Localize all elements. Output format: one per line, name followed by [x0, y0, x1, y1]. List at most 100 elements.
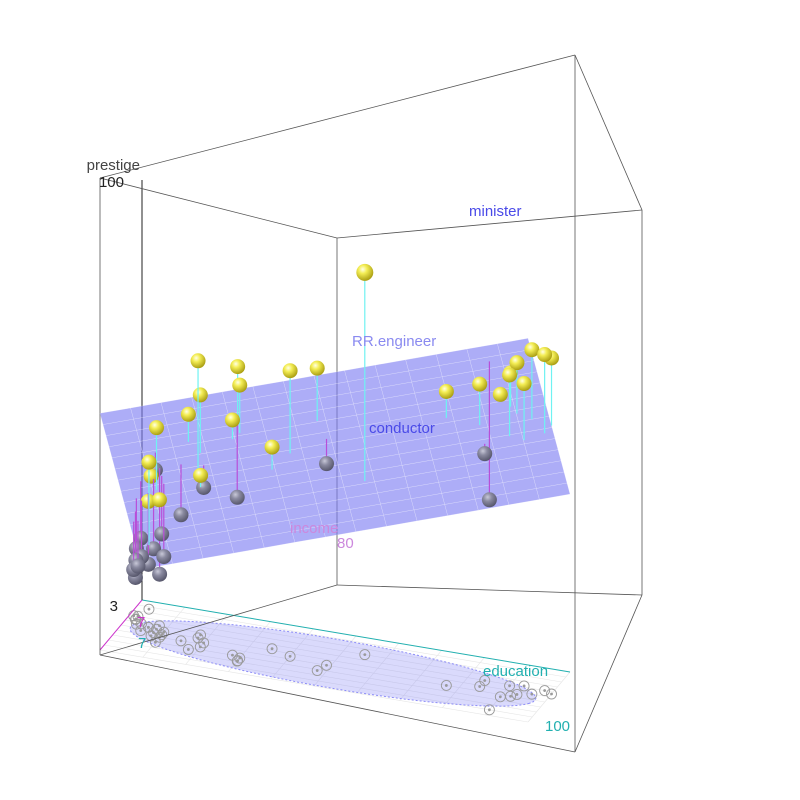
- point-shadow-dot: [315, 669, 319, 672]
- data-point: [130, 558, 146, 574]
- point-shadow-dot: [522, 684, 526, 688]
- point-shadow: [479, 675, 491, 686]
- floor-grid-line: [399, 650, 442, 701]
- point-shadow: [504, 680, 516, 692]
- point-shadow-dot: [530, 692, 534, 696]
- point-shadow-dot: [231, 653, 234, 657]
- point-shadow-dot: [483, 679, 487, 682]
- point-shadow: [359, 649, 371, 661]
- data-point: [264, 439, 280, 455]
- floor-grid-line: [99, 649, 529, 723]
- point-shadow: [145, 630, 157, 642]
- point-shadow-dot: [139, 629, 143, 632]
- point-shadow-dot: [543, 689, 547, 692]
- data-point: [516, 376, 532, 392]
- data-point: [524, 342, 540, 358]
- income-axis-line: [99, 599, 143, 651]
- data-points: [99, 263, 571, 585]
- education-tick-7: 7: [138, 635, 146, 652]
- point-shadow: [494, 691, 506, 703]
- point-shadow-dot: [498, 695, 502, 699]
- data-point: [151, 492, 167, 508]
- point-shadow: [156, 629, 168, 641]
- data-point: [309, 360, 325, 376]
- point-shadow-dot: [132, 614, 136, 618]
- point-shadow: [284, 650, 296, 662]
- point-shadow-dot: [509, 694, 512, 698]
- point-shadow: [526, 688, 538, 700]
- point-shadow: [231, 655, 243, 667]
- point-shadow: [539, 685, 551, 697]
- point-shadow-dot: [325, 663, 328, 667]
- data-point: [173, 507, 189, 523]
- data-point: [230, 359, 246, 375]
- data-point: [537, 347, 553, 363]
- income-tick-80: 80: [337, 535, 354, 552]
- point-shadow: [234, 652, 246, 664]
- point-shadow-dot: [202, 641, 206, 645]
- point-label-conductor: conductor: [369, 420, 435, 437]
- income-axis-label: income: [290, 520, 338, 537]
- floor-grid-line: [108, 639, 537, 713]
- data-point: [143, 468, 159, 484]
- data-point: [154, 526, 170, 542]
- point-shadow: [483, 704, 495, 716]
- point-shadow-dot: [147, 607, 151, 611]
- data-point: [193, 467, 209, 483]
- point-shadow-dot: [508, 684, 511, 688]
- point-shadow: [195, 629, 207, 641]
- point-shadow-dot: [270, 647, 274, 651]
- point-shadow-dot: [199, 633, 202, 637]
- point-shadow-dot: [363, 653, 367, 656]
- point-shadow: [182, 644, 194, 655]
- plane-cell: [497, 338, 532, 356]
- point-label-minister: minister: [469, 203, 522, 220]
- point-shadow: [194, 641, 206, 653]
- point-shadow-dot: [162, 630, 166, 634]
- point-shadow-dot: [488, 708, 491, 712]
- point-shadow: [518, 680, 530, 692]
- education-tick-100: 100: [545, 718, 570, 735]
- point-shadow: [158, 626, 170, 638]
- data-point: [438, 383, 454, 399]
- point-shadow-dot: [160, 633, 164, 637]
- data-point: [509, 355, 525, 371]
- data-point: [149, 420, 164, 436]
- point-shadow: [175, 635, 187, 647]
- education-axis-line: [141, 599, 571, 673]
- floor-grid-line: [120, 624, 550, 698]
- point-shadow: [266, 643, 278, 655]
- point-shadow: [143, 603, 155, 615]
- income-tick-7: 7: [137, 614, 145, 631]
- floor-grid-line: [116, 629, 545, 703]
- box-edge: [574, 54, 643, 211]
- point-shadow: [511, 689, 523, 700]
- data-point: [481, 492, 497, 508]
- prestige-axis-label: prestige: [87, 157, 140, 174]
- point-shadow: [198, 637, 210, 649]
- box-edge: [99, 177, 338, 239]
- data-point: [152, 566, 168, 582]
- data-point: [190, 353, 206, 369]
- data-point: [156, 549, 172, 565]
- data-point: [180, 406, 196, 422]
- point-shadow-dot: [152, 631, 155, 635]
- data-point: [477, 446, 493, 462]
- point-shadow-dot: [550, 692, 553, 696]
- point-shadow-dot: [146, 625, 150, 629]
- prestige-tick-3: 3: [110, 598, 118, 615]
- point-shadow: [311, 665, 323, 677]
- data-point: [472, 376, 488, 392]
- data-ellipse: [129, 620, 537, 707]
- point-shadow-dot: [154, 640, 157, 644]
- point-shadow-dot: [444, 684, 448, 687]
- data-point: [196, 480, 212, 495]
- data-point: [232, 377, 248, 393]
- point-shadow-dot: [235, 659, 239, 663]
- point-shadow-dot: [288, 654, 292, 658]
- data-point: [319, 456, 335, 472]
- point-shadow: [321, 659, 332, 671]
- floor-grid-line: [356, 643, 400, 694]
- point-shadow-dot: [515, 693, 519, 696]
